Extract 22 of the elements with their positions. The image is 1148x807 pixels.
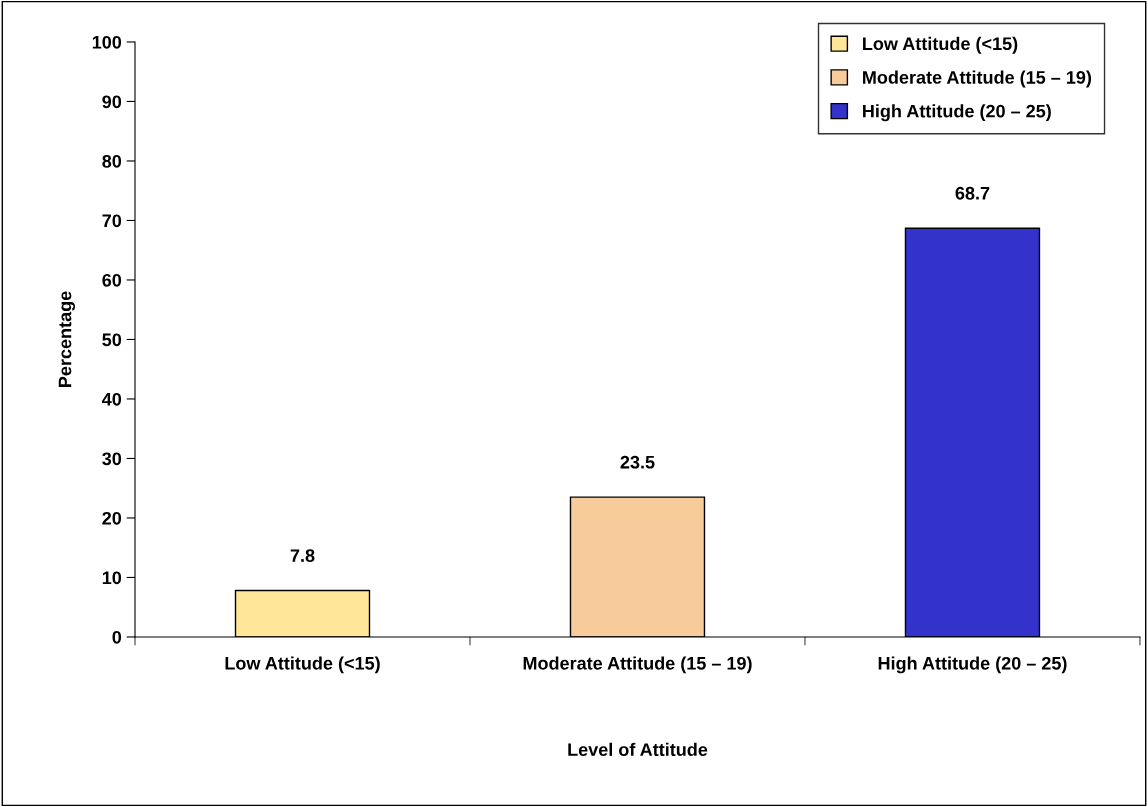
legend-label: Moderate Attitude (15 – 19)	[863, 70, 1092, 88]
y-tick-label: 20	[102, 511, 122, 525]
y-tick-label: 100	[92, 35, 122, 49]
x-tick-label: Moderate Attitude (15 – 19)	[523, 656, 752, 674]
y-tick-label: 80	[102, 154, 122, 168]
data-label: 23.5	[620, 455, 655, 469]
y-tick-label: 60	[102, 273, 122, 287]
y-tick-label: 90	[102, 95, 122, 109]
legend-label: High Attitude (20 – 25)	[863, 104, 1051, 122]
data-label: 7.8	[290, 549, 315, 562]
y-tick-label: 40	[102, 392, 122, 406]
x-tick-label: Low Attitude (<15)	[225, 656, 380, 674]
x-axis-title: Level of Attitude	[568, 742, 708, 757]
y-tick-label: 70	[102, 214, 122, 228]
y-tick-label: 30	[102, 452, 122, 466]
data-label: 68.7	[955, 186, 990, 200]
x-tick-label: High Attitude (20 – 25)	[878, 656, 1067, 674]
y-tick-label: 50	[102, 333, 122, 347]
y-axis-title: Percentage	[58, 291, 76, 387]
legend-label: Low Attitude (<15)	[863, 36, 1018, 54]
y-tick-label: 10	[102, 571, 122, 585]
y-tick-label: 0	[112, 630, 122, 644]
